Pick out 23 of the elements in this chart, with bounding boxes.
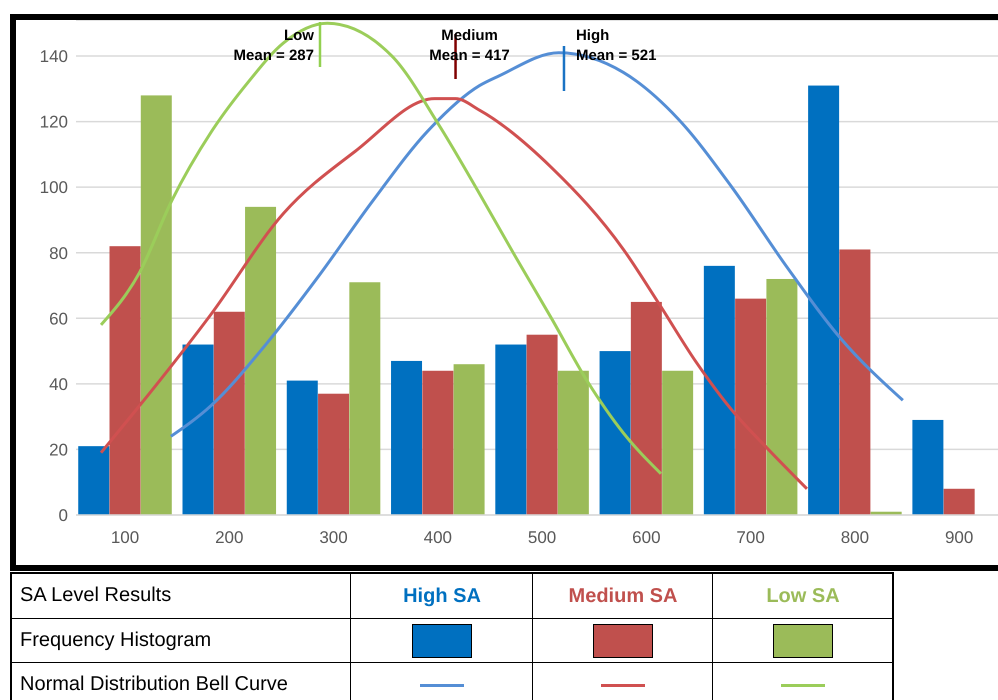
x-tick-label: 200: [215, 528, 244, 548]
legend-title: SA Level Results: [20, 584, 172, 607]
y-tick-label: 20: [49, 440, 68, 460]
x-tick-label: 500: [528, 528, 556, 548]
x-tick-label: 800: [840, 528, 870, 548]
text: Normal Distribution Bell Curve: [20, 673, 288, 696]
y-tick-label: 80: [49, 244, 68, 263]
y-tick-label: 60: [49, 309, 68, 328]
text: Medium SA: [568, 584, 678, 608]
x-tick-label: 400: [424, 528, 452, 548]
y-tick-label: 100: [40, 178, 68, 198]
text: Frequency Histogram: [20, 629, 212, 652]
x-tick-label: 600: [632, 528, 661, 548]
x-tick-label: 300: [319, 528, 348, 548]
y-tick-label: 140: [40, 47, 68, 66]
x-tick-label: 900: [944, 528, 974, 548]
y-tick-label: 40: [49, 374, 68, 394]
y-tick-label: 120: [40, 112, 68, 132]
x-tick-label: 100: [110, 528, 140, 548]
text: High SA: [403, 584, 481, 608]
y-tick-label: 0: [58, 506, 68, 526]
x-tick-label: 700: [736, 528, 765, 548]
text: Low SA: [766, 584, 840, 608]
